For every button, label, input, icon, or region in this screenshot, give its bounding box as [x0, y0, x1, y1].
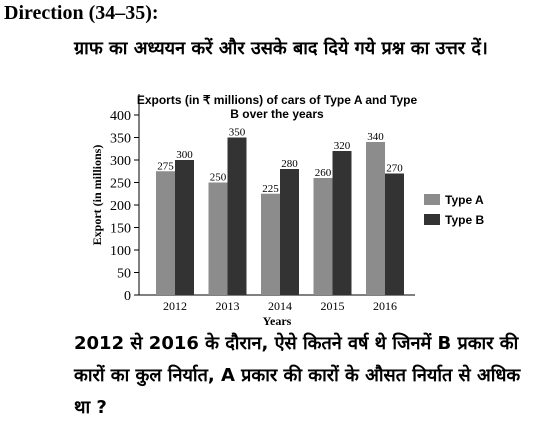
legend-label: Type A — [445, 193, 484, 207]
bar-type-b-2012 — [175, 160, 194, 295]
x-axis-label: Years — [263, 314, 292, 328]
bar-type-a-2013 — [208, 182, 228, 295]
y-ticks: 0 50 100 150 200 250 300 350 400 — [110, 109, 139, 304]
x-tick-label: 2013 — [216, 299, 240, 313]
bar-value-label: 320 — [334, 140, 351, 152]
bar-value-label: 260 — [315, 167, 332, 179]
bar-type-b-2015 — [332, 151, 352, 295]
bar-value-label: 275 — [157, 160, 174, 172]
x-tick-label: 2015 — [321, 299, 345, 313]
bar-type-a-2014 — [261, 193, 280, 295]
x-tick-label: 2016 — [373, 299, 397, 313]
y-axis-label: Export (in millions) — [90, 145, 104, 246]
y-tick-label: 100 — [110, 244, 131, 259]
bar-value-label: 225 — [262, 183, 279, 195]
bar-type-a-2015 — [313, 178, 333, 295]
y-tick-label: 150 — [110, 222, 131, 237]
bar-type-b-2016 — [385, 173, 404, 295]
y-tick-label: 200 — [110, 199, 131, 214]
x-tick-label: 2014 — [268, 299, 292, 313]
section-heading: Direction (34–35): — [4, 2, 159, 24]
question-text: 2012 से 2016 के दौरान, ऐसे कितने वर्ष थे… — [74, 333, 521, 418]
legend-swatch — [424, 194, 440, 205]
bar-type-b-2014 — [280, 169, 299, 295]
bar-value-label: 270 — [386, 163, 403, 175]
y-tick-label: 50 — [117, 267, 131, 282]
bar-type-a-2012 — [156, 171, 175, 295]
instruction-text: ग्राफ का अध्ययन करें और उसके बाद दिये गय… — [74, 38, 488, 59]
chart-title-line-2: B over the years — [230, 107, 324, 121]
x-tick-label: 2012 — [163, 299, 187, 313]
bar-type-a-2016 — [366, 142, 385, 295]
y-tick-label: 400 — [110, 109, 131, 124]
y-tick-label: 0 — [124, 289, 131, 304]
legend: Type A Type B — [424, 193, 484, 227]
x-ticks: 2012 2013 2014 2015 2016 — [163, 299, 397, 313]
legend-label: Type B — [445, 213, 484, 227]
bar-value-label: 300 — [176, 149, 193, 161]
bar-value-label: 250 — [210, 172, 227, 184]
chart-title-line-1: Exports (in ₹ millions) of cars of Type … — [137, 93, 418, 107]
y-tick-label: 250 — [110, 177, 131, 192]
bar-value-label: 340 — [367, 131, 384, 143]
bar-value-label: 280 — [281, 158, 298, 170]
bar-value-label: 350 — [229, 127, 246, 139]
bar-type-b-2013 — [227, 137, 247, 295]
y-tick-label: 350 — [110, 132, 131, 147]
y-tick-label: 300 — [110, 154, 131, 169]
legend-swatch — [424, 214, 440, 225]
